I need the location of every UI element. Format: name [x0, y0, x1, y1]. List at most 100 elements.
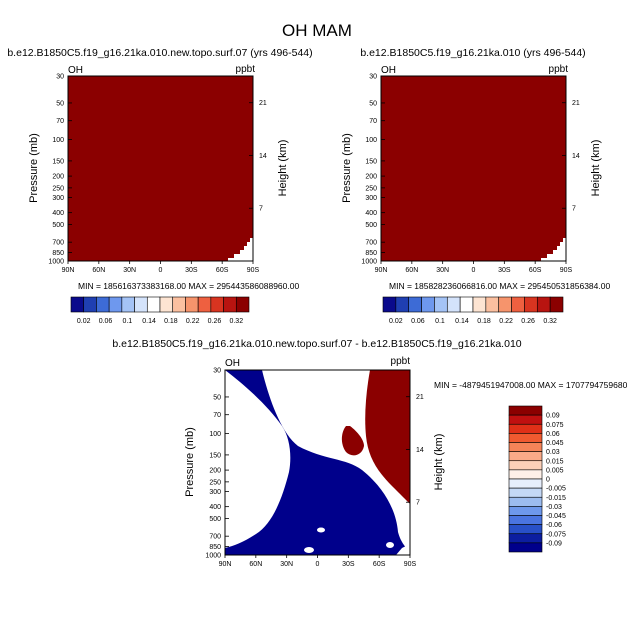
- colorbar-label: -0.075: [546, 531, 566, 538]
- panel-2-y2label: Height (km): [590, 140, 602, 197]
- colorbar-label: -0.045: [546, 513, 566, 520]
- colorbar-right: 0.02 0.06 0.1 0.14 0.18 0.22 0.26 0.32: [382, 296, 564, 325]
- colorbar-swatch: [549, 296, 564, 313]
- colorbar-label: 0.06: [411, 318, 425, 325]
- ytick-label: 70: [213, 412, 221, 419]
- height-tick-label: 14: [416, 447, 424, 454]
- panel-3-positive-tongue: [341, 426, 364, 456]
- panel-3-height-ticks: 21 14 7: [406, 394, 424, 507]
- ytick-label: 70: [369, 118, 377, 125]
- xtick-label: 0: [159, 267, 163, 274]
- panel-2-xticks: 90N 60N 30N 0 30S 60S 90S: [375, 261, 573, 274]
- colorbar-swatch: [498, 296, 512, 313]
- colorbar-swatch: [508, 405, 543, 416]
- colorbar-swatch: [485, 296, 500, 313]
- ytick-label: 100: [52, 137, 64, 144]
- panel-2-surface-gap: [541, 238, 566, 261]
- height-tick-label: 14: [572, 153, 580, 160]
- ytick-label: 700: [52, 240, 64, 247]
- ytick-label: 500: [365, 222, 377, 229]
- colorbar-swatch: [446, 296, 461, 313]
- colorbar-swatch: [108, 296, 123, 313]
- colorbar-left: 0.02 0.06 0.1 0.14 0.18 0.22 0.26 0.32: [70, 296, 250, 325]
- colorbar-label: 0.075: [546, 422, 564, 429]
- colorbar-swatch: [508, 414, 543, 425]
- ytick-label: 300: [52, 195, 64, 202]
- panel-2-height-ticks: 21 14 7: [562, 100, 580, 213]
- colorbar-swatch: [508, 487, 543, 498]
- ytick-label: 100: [209, 431, 221, 438]
- panel-3-gap-4: [396, 544, 410, 555]
- panel-1-stats: MIN = 185616373383168.00 MAX = 295443586…: [78, 281, 299, 291]
- colorbar-swatch: [508, 451, 543, 462]
- xtick-label: 0: [316, 561, 320, 568]
- xtick-label: 90S: [560, 267, 573, 274]
- colorbar-swatch: [83, 296, 97, 313]
- colorbar-label: -0.06: [546, 522, 562, 529]
- panel-3-gap-3: [386, 542, 394, 548]
- panel-1-y2label: Height (km): [277, 140, 289, 197]
- ytick-label: 1000: [48, 259, 64, 266]
- ytick-label: 500: [209, 516, 221, 523]
- panel-1-surface-gap: [228, 238, 253, 261]
- panel-3-gap-2: [304, 547, 314, 553]
- ytick-label: 850: [52, 250, 64, 257]
- panel-2-right-label: ppbt: [549, 64, 569, 75]
- height-tick-label: 7: [572, 206, 576, 213]
- ytick-label: 250: [365, 185, 377, 192]
- colorbar-label: 0.02: [389, 318, 403, 325]
- xtick-label: 60N: [405, 267, 418, 274]
- ytick-label: 300: [365, 195, 377, 202]
- colorbar-swatch: [434, 296, 448, 313]
- colorbar-swatch: [508, 423, 543, 434]
- colorbar-label: 0.18: [477, 318, 491, 325]
- panel-3-right-label: ppbt: [391, 356, 411, 367]
- xtick-label: 60N: [92, 267, 105, 274]
- panel-1: b.e12.B1850C5.f19_g16.21ka.010.new.topo.…: [7, 47, 312, 291]
- panel-3-stats: MIN = -4879451947008.00 MAX = 1707794759…: [434, 380, 628, 390]
- colorbar-swatch: [524, 296, 538, 313]
- ytick-label: 50: [56, 100, 64, 107]
- ytick-label: 200: [52, 174, 64, 181]
- ytick-label: 250: [209, 479, 221, 486]
- colorbar-swatch: [235, 296, 250, 313]
- colorbar-swatch: [508, 524, 543, 535]
- panel-1-ylabel: Pressure (mb): [28, 133, 40, 203]
- colorbar-label: 0.03: [546, 449, 560, 456]
- panel-2-left-label: OH: [381, 65, 396, 76]
- ytick-label: 50: [369, 100, 377, 107]
- colorbar-swatch: [511, 296, 525, 313]
- height-tick-label: 7: [259, 206, 263, 213]
- panel-3-positive-region: [365, 370, 410, 504]
- colorbar-swatch: [508, 506, 543, 516]
- xtick-label: 90N: [62, 267, 75, 274]
- colorbar-diff: 0.09 0.075 0.06 0.045 0.03 0.015 0.005 0 -0.005 -…: [508, 405, 566, 553]
- ytick-label: 1000: [205, 553, 221, 560]
- colorbar-label: 0.18: [164, 318, 178, 325]
- height-tick-label: 7: [416, 500, 420, 507]
- colorbar-swatch: [146, 296, 161, 313]
- colorbar-label: 0.015: [546, 458, 564, 465]
- panel-3-ylabel: Pressure (mb): [184, 427, 196, 497]
- xtick-label: 90N: [219, 561, 232, 568]
- colorbar-label: 0.22: [499, 318, 513, 325]
- colorbar-label: 0.32: [543, 318, 557, 325]
- xtick-label: 90N: [375, 267, 388, 274]
- panel-3-y2label: Height (km): [433, 434, 445, 491]
- colorbar-swatch: [395, 296, 410, 313]
- ytick-label: 30: [369, 74, 377, 81]
- colorbar-swatch: [134, 296, 148, 313]
- xtick-label: 60S: [529, 267, 542, 274]
- ytick-label: 150: [209, 452, 221, 459]
- colorbar-swatch: [159, 296, 174, 313]
- colorbar-label: 0.26: [208, 318, 222, 325]
- colorbar-swatch: [472, 296, 487, 313]
- ytick-label: 700: [365, 240, 377, 247]
- colorbar-swatch: [508, 469, 543, 480]
- colorbar-swatch: [197, 296, 212, 313]
- colorbar-swatch: [223, 296, 237, 313]
- height-tick-label: 21: [259, 100, 267, 107]
- height-tick-label: 21: [416, 394, 424, 401]
- xtick-label: 90S: [404, 561, 417, 568]
- panel-1-left-label: OH: [68, 65, 83, 76]
